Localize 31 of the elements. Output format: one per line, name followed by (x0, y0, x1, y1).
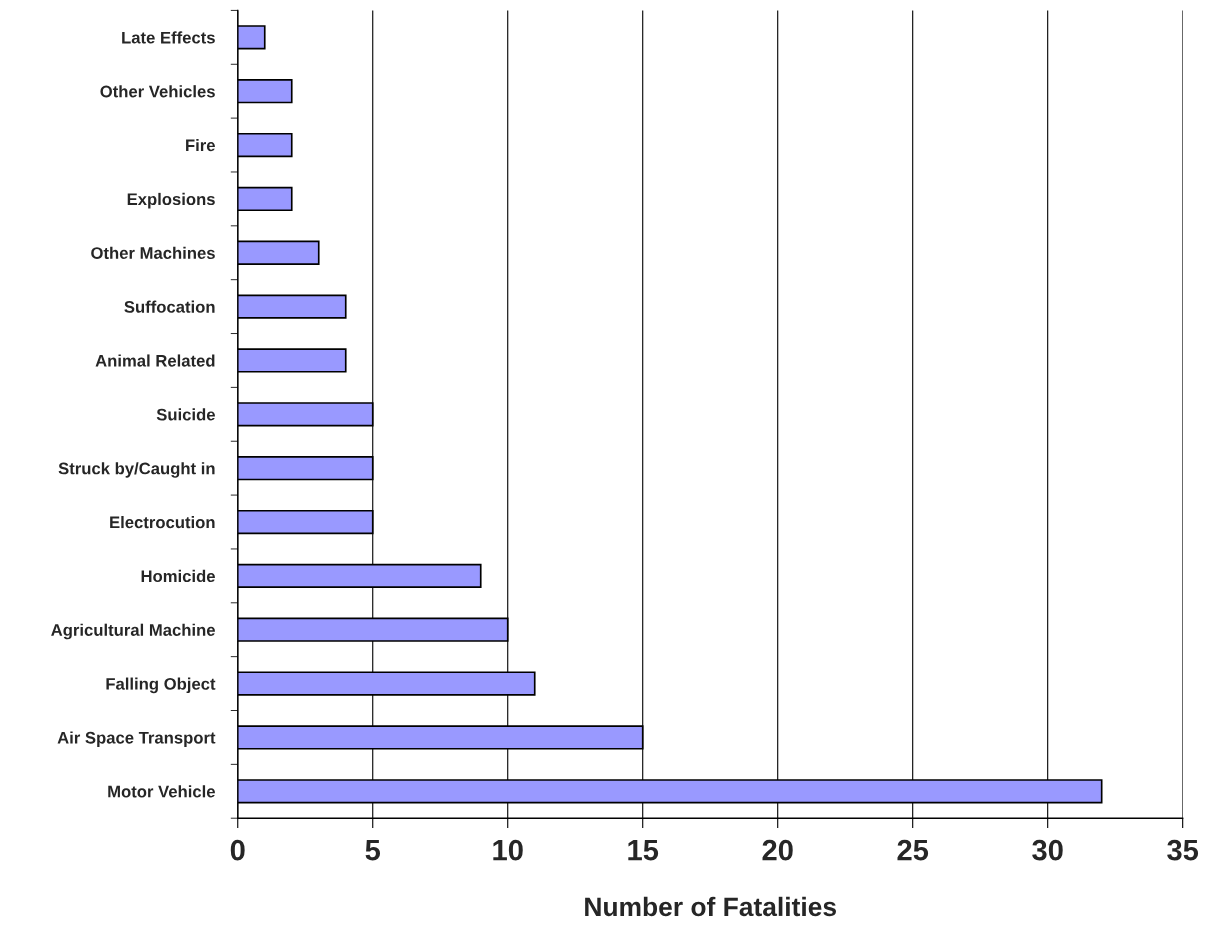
bar (237, 79, 293, 104)
y-tick-label: Struck by/Caught in (58, 462, 215, 478)
y-tick-label: Agricultural Machine (51, 623, 215, 640)
y-tick-label: Falling Object (106, 677, 216, 694)
y-tick-label: Fire (186, 139, 215, 152)
bar (237, 294, 347, 319)
x-tick-label: 30 (1032, 839, 1063, 861)
y-tick-label: Suicide (156, 408, 215, 421)
x-tick-label: 20 (762, 839, 793, 861)
y-tick-label: Other Machines (91, 246, 215, 259)
y-tick-label: Late Effects (122, 31, 215, 44)
y-tick-label: Homicide (141, 569, 215, 583)
y-tick-label: Motor Vehicle (108, 785, 215, 798)
bar (237, 25, 266, 50)
bar (237, 348, 347, 373)
y-tick-label: Air Space Transport (57, 731, 216, 747)
x-tick-label: 10 (493, 839, 523, 861)
y-tick-label: Other Vehicles (100, 85, 215, 98)
x-tick-label: 25 (897, 839, 929, 861)
x-tick-label: 35 (1167, 839, 1199, 861)
x-tick-label: 5 (365, 840, 381, 861)
x-tick-label: 0 (230, 839, 245, 861)
y-tick-label: Explosions (127, 192, 215, 209)
y-tick-label: Electrocution (110, 515, 215, 529)
x-tick-label: 15 (628, 840, 659, 861)
y-tick-label: Animal Related (95, 354, 215, 367)
bar (237, 186, 293, 212)
y-tick-label: Suffocation (124, 300, 215, 313)
bar (237, 132, 293, 158)
bar (237, 240, 320, 265)
x-axis-title: Number of Fatalities (585, 896, 836, 917)
